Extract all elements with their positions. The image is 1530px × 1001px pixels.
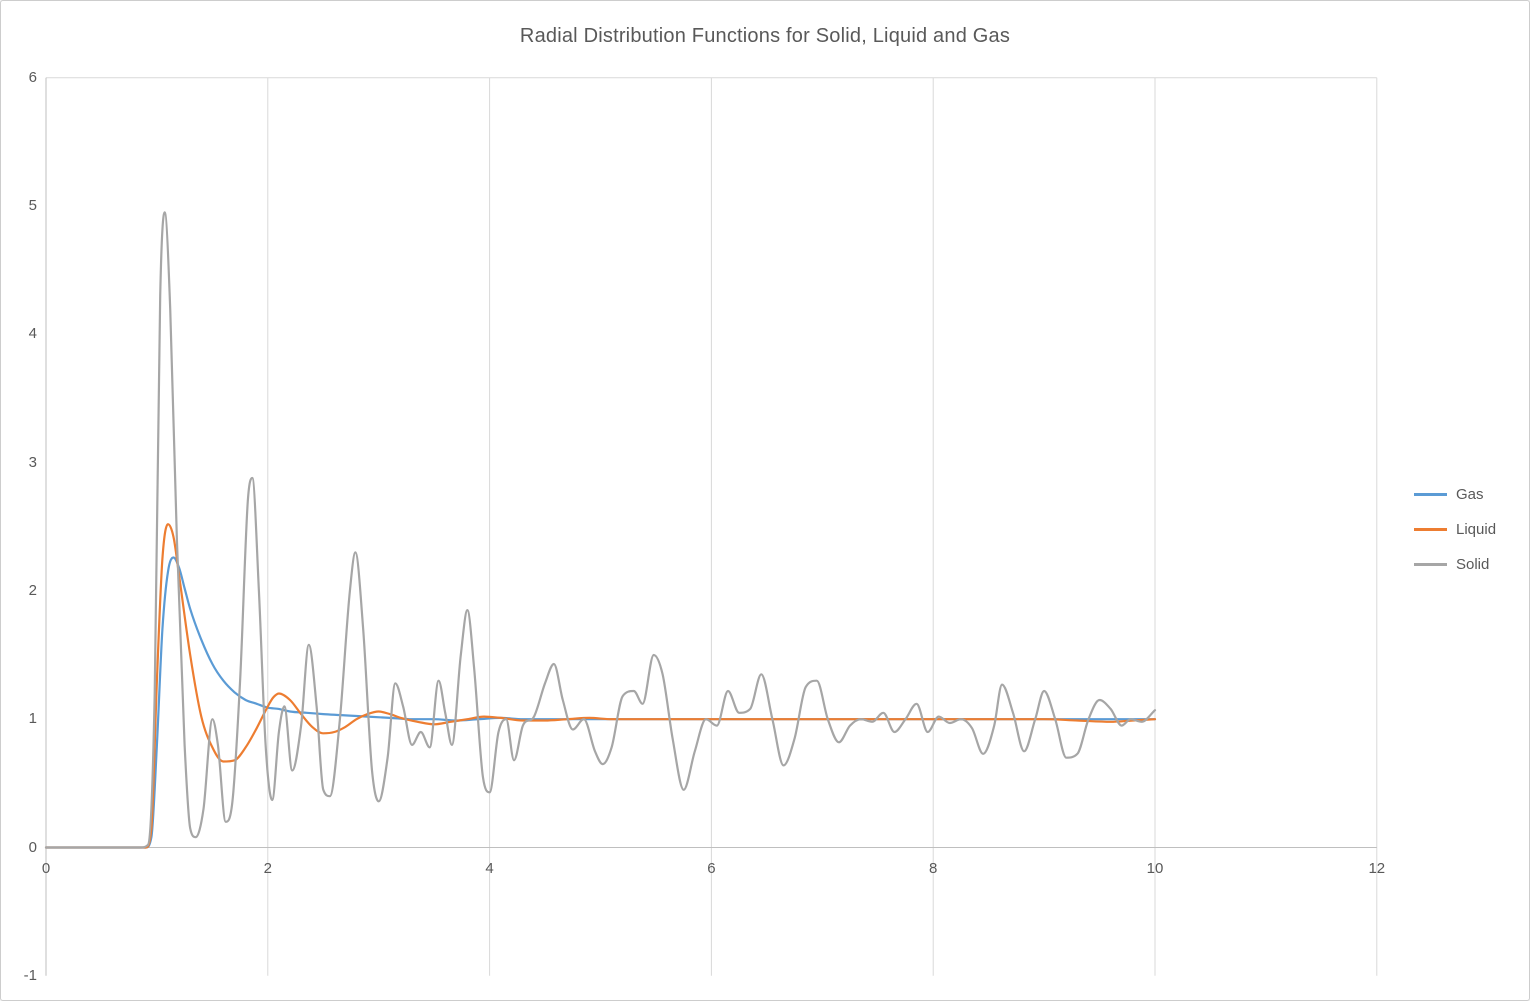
y-tick-label: 5 [28, 197, 37, 214]
legend-item-liquid[interactable]: Liquid [1414, 518, 1496, 540]
y-tick-label: -1 [23, 966, 37, 984]
series-line-gas[interactable] [44, 556, 1157, 849]
series-line-solid[interactable] [44, 211, 1157, 849]
legend-line-swatch [1414, 527, 1447, 531]
legend-label: Liquid [1456, 520, 1497, 538]
y-tick-label: 6 [28, 68, 37, 86]
y-tick-label: 2 [28, 581, 37, 599]
legend-item-solid[interactable]: Solid [1414, 553, 1496, 575]
legend-line-swatch [1414, 562, 1447, 566]
y-tick-label: 1 [28, 710, 37, 728]
x-tick-label: 0 [41, 859, 51, 877]
x-tick-label: 8 [929, 859, 938, 877]
x-tick-label: 4 [485, 859, 494, 877]
legend-line-swatch [1414, 492, 1447, 496]
x-tick-label: 6 [707, 859, 716, 877]
legend-item-gas[interactable]: Gas [1414, 483, 1496, 505]
legend-label: Gas [1456, 485, 1484, 503]
x-tick-label: 2 [263, 859, 272, 877]
x-tick-label: 12 [1368, 859, 1386, 877]
y-tick-label: 4 [28, 325, 37, 343]
x-tick-label: 10 [1146, 859, 1164, 877]
chart-title: Radial Distribution Functions for Solid,… [519, 25, 1011, 47]
y-tick-label: 3 [28, 453, 37, 471]
series-line-liquid[interactable] [44, 523, 1157, 849]
chart-legend: Gas Liquid Solid [1414, 483, 1496, 575]
y-tick-label: 0 [28, 838, 37, 856]
legend-label: Solid [1456, 555, 1490, 573]
